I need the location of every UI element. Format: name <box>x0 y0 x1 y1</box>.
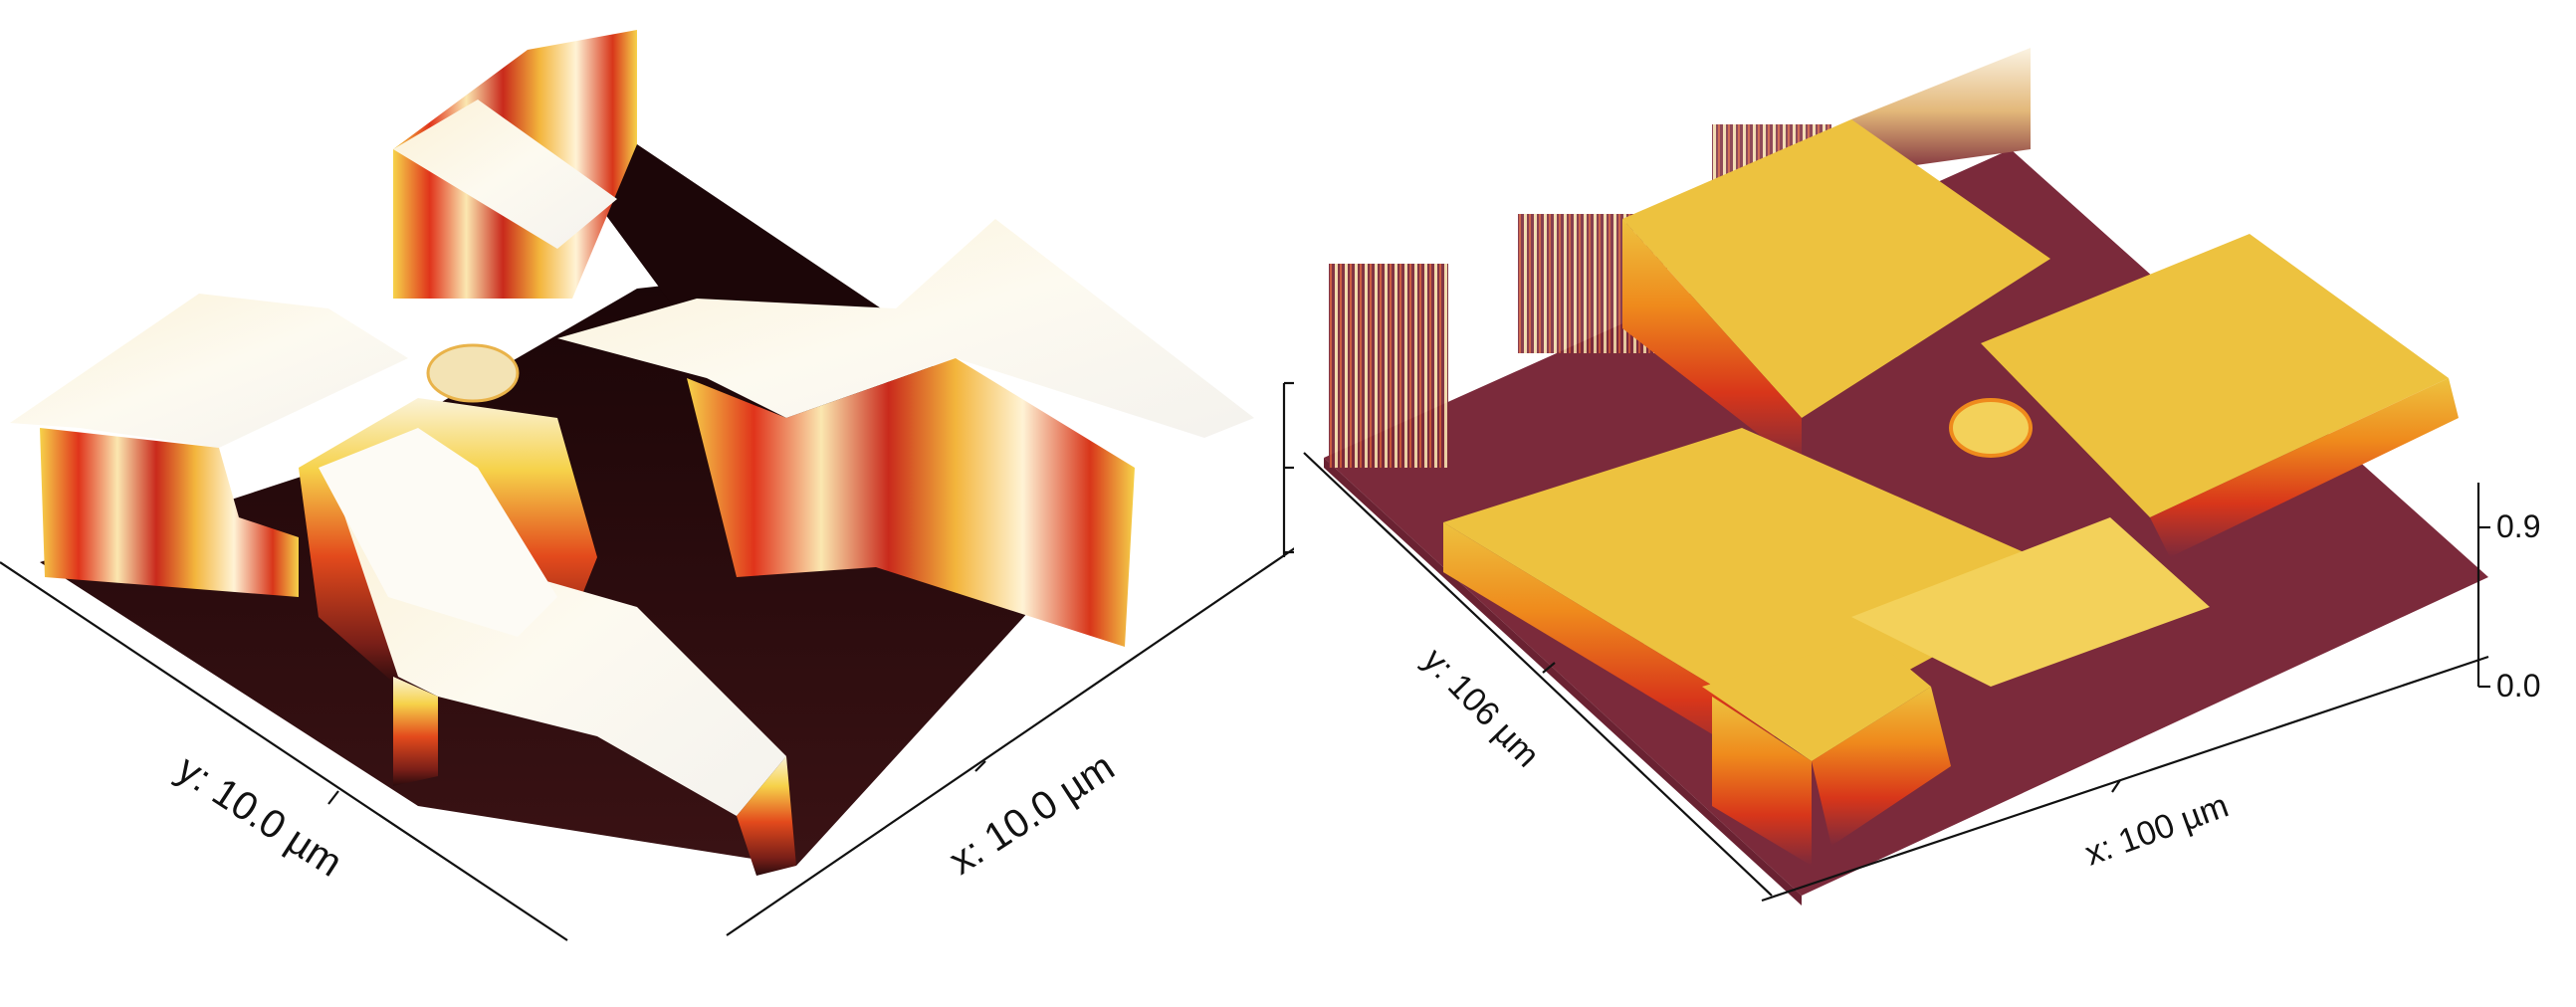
y-axis-line-left <box>0 561 568 941</box>
bar-right-wall <box>687 358 1135 647</box>
afm-surface-left: y: 10.0 µm x: 10.0 µm <box>0 30 1294 941</box>
surface-floor-back <box>557 144 896 338</box>
y-axis-label-left: y: 10.0 µm <box>169 747 349 886</box>
y-tick-right <box>1542 662 1556 674</box>
strip-inner-pad <box>319 428 557 637</box>
front-lead-wall-right <box>1812 687 1951 846</box>
afm-3d-plot-right: y: 106 µm x: 100 µm 0.9 0.0 <box>1294 0 2576 1007</box>
back-wall-right <box>1851 48 2031 174</box>
center-dot <box>426 343 520 403</box>
pad-left-top <box>10 294 408 448</box>
z-tick-label-top: 0.9 <box>2496 508 2540 544</box>
front-lead-top <box>1702 637 1931 761</box>
y-tick-left <box>327 790 339 805</box>
y-axis-line-right <box>1303 452 1773 897</box>
pad-right-wall <box>2150 378 2459 557</box>
pad-left-wall <box>40 428 299 597</box>
pad-upper-top <box>1622 119 2050 418</box>
z-tick-label-bottom: 0.0 <box>2496 668 2540 704</box>
pad-right-top <box>1981 234 2449 517</box>
center-junction <box>1949 398 2033 458</box>
strip-front-endwall <box>737 756 796 876</box>
x-tick-right <box>2111 779 2121 793</box>
x-axis-line-left <box>726 547 1294 936</box>
noise-spikes-1 <box>1329 264 1448 468</box>
pad-upper-wall <box>1622 219 1802 468</box>
pad-lower-wall <box>1443 522 1782 776</box>
pad-bottom-right-top <box>1851 517 2210 687</box>
strip-front-wall <box>393 677 438 786</box>
block-back-top <box>393 100 617 249</box>
y-axis-label-right: y: 106 µm <box>1415 641 1547 774</box>
afm-surface-right: y: 106 µm x: 100 µm 0.9 0.0 <box>1303 48 2540 906</box>
front-lead-wall <box>1712 697 1812 866</box>
afm-3d-plot-left: y: 10.0 µm x: 10.0 µm <box>0 30 1294 941</box>
x-tick-left <box>974 760 986 772</box>
bar-right-top <box>557 219 1254 438</box>
x-axis-line-right <box>1761 655 2489 903</box>
x-axis-label-right: x: 100 µm <box>2080 787 2234 874</box>
x-axis-label-left: x: 10.0 µm <box>942 744 1122 883</box>
